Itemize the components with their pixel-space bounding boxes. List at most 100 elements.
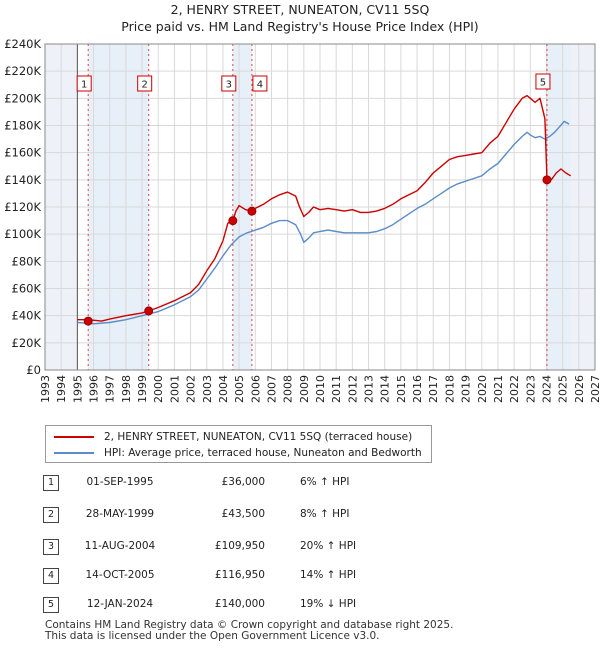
price-chart: 1 2 3 4 5 £0 £20K £40K £60K £80K £100K £120K £140K £1… (4, 37, 600, 403)
sale-marker-label: 2 (137, 75, 153, 92)
sale-price: £116,950 (214, 569, 265, 581)
sale-marker-dot (542, 175, 552, 185)
legend-label-property: 2, HENRY STREET, NUNEATON, CV11 5SQ (ter… (104, 431, 413, 443)
sale-row: 1 01-SEP-1995 £36,000 6% ↑ HPI (0, 475, 600, 491)
x-tick-label: 1996 (88, 375, 101, 403)
y-tick-label: £160K (4, 146, 41, 160)
chart-subtitle: Price paid vs. HM Land Registry's House … (121, 19, 479, 34)
sale-date: 14-OCT-2005 (85, 569, 155, 581)
sale-date: 01-SEP-1995 (86, 476, 154, 488)
x-tick-label: 2024 (540, 375, 553, 403)
sale-hpi-comparison: 19% ↓ HPI (300, 598, 357, 610)
sale-marker-label: 3 (221, 75, 237, 92)
sale-marker-label: 5 (535, 73, 551, 90)
sale-marker-dot (228, 216, 238, 226)
x-tick-label: 2011 (330, 375, 343, 403)
sale-label-box (76, 75, 92, 92)
y-tick-label: £180K (4, 119, 41, 133)
sale-hpi-comparison: 8% ↑ HPI (300, 508, 350, 520)
x-tick-label: 2027 (589, 375, 600, 403)
x-tick-label: 2018 (443, 375, 456, 403)
y-tick-label: £200K (4, 91, 41, 105)
sale-label-text: 5 (540, 78, 546, 89)
x-tick-label: 2006 (249, 375, 262, 403)
x-tick-label: 2002 (185, 375, 198, 403)
y-tick-label: £40K (12, 309, 42, 323)
x-tick-label: 2013 (363, 375, 376, 403)
footer-line-1: Contains HM Land Registry data © Crown c… (45, 619, 454, 631)
attribution-footer: Contains HM Land Registry data © Crown c… (45, 620, 453, 642)
footer-line-2: This data is licensed under the Open Gov… (45, 630, 380, 642)
sale-hpi-comparison: 14% ↑ HPI (300, 569, 357, 581)
legend-swatch-hpi (54, 452, 94, 454)
x-tick-label: 1993 (39, 375, 52, 403)
sale-number-badge: 2 (43, 507, 59, 523)
y-tick-label: £120K (4, 200, 41, 214)
legend-item-hpi: HPI: Average price, terraced house, Nune… (54, 446, 422, 460)
x-tick-label: 2003 (201, 375, 214, 403)
x-tick-label: 2012 (346, 375, 359, 403)
sale-marker-dot (83, 316, 93, 326)
chart-legend: 2, HENRY STREET, NUNEATON, CV11 5SQ (ter… (45, 425, 432, 463)
x-tick-label: 2022 (508, 375, 521, 403)
y-tick-label: £20K (12, 336, 42, 350)
sale-row: 4 14-OCT-2005 £116,950 14% ↑ HPI (0, 568, 600, 584)
x-tick-label: 2020 (476, 375, 489, 403)
sale-label-text: 1 (81, 80, 87, 91)
sale-label-box (221, 75, 237, 92)
sale-label-box (137, 75, 153, 92)
x-tick-label: 1995 (71, 375, 84, 403)
sale-row: 3 11-AUG-2004 £109,950 20% ↑ HPI (0, 539, 600, 555)
sale-hpi-comparison: 6% ↑ HPI (300, 476, 350, 488)
x-tick-label: 2009 (298, 375, 311, 403)
sale-price: £140,000 (214, 598, 265, 610)
x-tick-label: 2026 (573, 375, 586, 403)
x-tick-label: 2010 (314, 375, 327, 403)
legend-item-property: 2, HENRY STREET, NUNEATON, CV11 5SQ (ter… (54, 430, 412, 444)
x-tick-label: 2014 (379, 375, 392, 403)
sale-date: 11-AUG-2004 (84, 540, 156, 552)
legend-swatch-property (54, 436, 94, 438)
sale-number-badge: 4 (43, 568, 59, 584)
sale-date: 28-MAY-1999 (85, 508, 155, 520)
y-tick-label: £240K (4, 37, 41, 51)
sale-label-box (252, 75, 268, 92)
sale-price: £43,500 (221, 508, 265, 520)
y-tick-label: £100K (4, 227, 41, 241)
x-tick-label: 2016 (411, 375, 424, 403)
x-tick-label: 1997 (104, 375, 117, 403)
sale-number-badge: 1 (43, 475, 59, 491)
sale-price: £36,000 (221, 476, 265, 488)
property-price-line (77, 94, 572, 322)
sale-number-badge: 5 (43, 597, 59, 613)
sale-marker-dot (247, 206, 257, 216)
sale-label-text: 3 (226, 80, 232, 91)
x-tick-label: 2008 (282, 375, 295, 403)
y-tick-label: £80K (12, 254, 42, 268)
x-tick-label: 2000 (152, 375, 165, 403)
x-tick-label: 1998 (120, 375, 133, 403)
hpi-line (77, 120, 570, 325)
sale-marker-label: 1 (76, 75, 92, 92)
x-tick-label: 2021 (492, 375, 505, 403)
x-tick-label: 1999 (136, 375, 149, 403)
y-tick-label: £60K (12, 282, 42, 296)
y-tick-label: £140K (4, 173, 41, 187)
sale-hpi-comparison: 20% ↑ HPI (300, 540, 357, 552)
x-tick-label: 2015 (395, 375, 408, 403)
sale-label-text: 4 (257, 80, 263, 91)
sale-number-badge: 3 (43, 539, 59, 555)
sale-marker-label: 4 (252, 75, 268, 92)
x-tick-label: 2019 (460, 375, 473, 403)
y-tick-label: £0 (26, 363, 41, 377)
y-tick-label: £220K (4, 64, 41, 78)
sale-label-text: 2 (142, 80, 148, 91)
x-tick-label: 2004 (217, 375, 230, 403)
x-tick-label: 1994 (55, 375, 68, 403)
x-tick-label: 2017 (427, 375, 440, 403)
x-tick-label: 2025 (557, 375, 570, 403)
legend-label-hpi: HPI: Average price, terraced house, Nune… (104, 447, 422, 459)
x-tick-label: 2007 (265, 375, 278, 403)
x-tick-label: 2023 (524, 375, 537, 403)
sale-price: £109,950 (214, 540, 265, 552)
